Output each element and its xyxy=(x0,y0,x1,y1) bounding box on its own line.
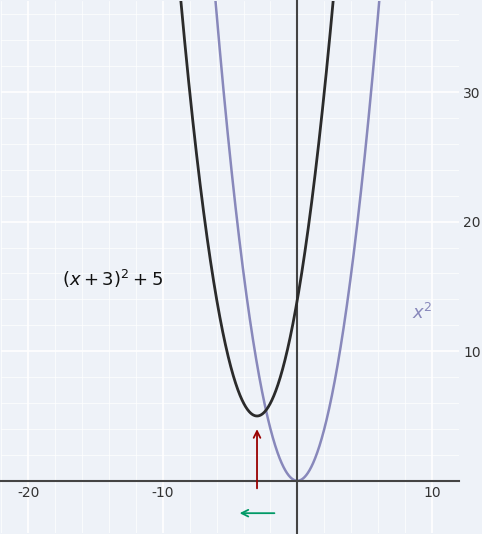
Text: $x^2$: $x^2$ xyxy=(412,303,432,323)
Text: $(x+3)^2+5$: $(x+3)^2+5$ xyxy=(62,268,163,290)
